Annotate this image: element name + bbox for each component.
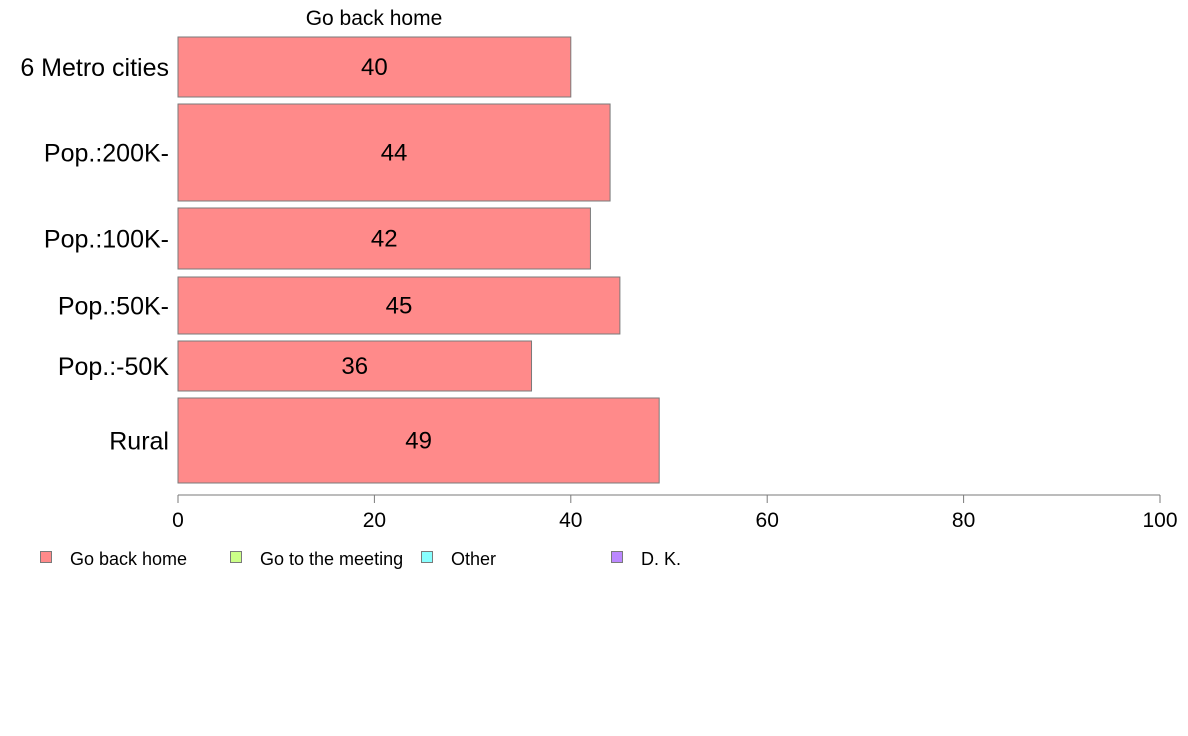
legend-swatch	[230, 551, 242, 563]
data-label: 45	[386, 293, 413, 320]
legend-swatch	[611, 551, 623, 563]
x-tick-label: 40	[559, 509, 582, 532]
x-tick-label: 100	[1142, 509, 1177, 532]
x-tick-label: 0	[172, 509, 184, 532]
x-tick-label: 60	[756, 509, 779, 532]
bar	[177, 207, 591, 270]
x-axis: 0 20 40 60 80 100	[172, 494, 1178, 532]
bar	[177, 103, 611, 202]
legend-label: Go to the meeting	[260, 549, 404, 569]
legend-label: Other	[451, 549, 497, 569]
data-label: 49	[405, 428, 432, 455]
x-tick-label: 20	[363, 509, 386, 532]
legend-swatch	[421, 551, 433, 563]
x-tick-label: 80	[952, 509, 975, 532]
data-label: 44	[381, 140, 408, 167]
category-label: Pop.:-50K	[58, 353, 170, 381]
bar	[177, 276, 621, 335]
category-label: 6 Metro cities	[20, 54, 169, 82]
data-label: 42	[371, 226, 398, 253]
data-label: 40	[361, 54, 388, 81]
legend-label: D. K.	[641, 549, 682, 569]
chart-title: Go back home	[306, 7, 443, 30]
bars-group: 40 6 Metro cities 44 Pop.:200K- 42 Pop.:100K-…	[20, 36, 660, 484]
legend-label: Go back home	[70, 549, 188, 569]
category-label: Pop.:50K-	[58, 293, 169, 321]
bar	[177, 397, 660, 484]
data-label: 36	[341, 353, 368, 380]
category-label: Pop.:200K-	[44, 140, 169, 168]
category-label: Rural	[109, 428, 169, 456]
bar	[177, 340, 533, 392]
legend-swatch	[40, 551, 52, 563]
legend: Go back home Go to the meeting Other D. …	[0, 549, 1188, 569]
category-label: Pop.:100K-	[44, 226, 169, 254]
bar	[177, 36, 572, 98]
